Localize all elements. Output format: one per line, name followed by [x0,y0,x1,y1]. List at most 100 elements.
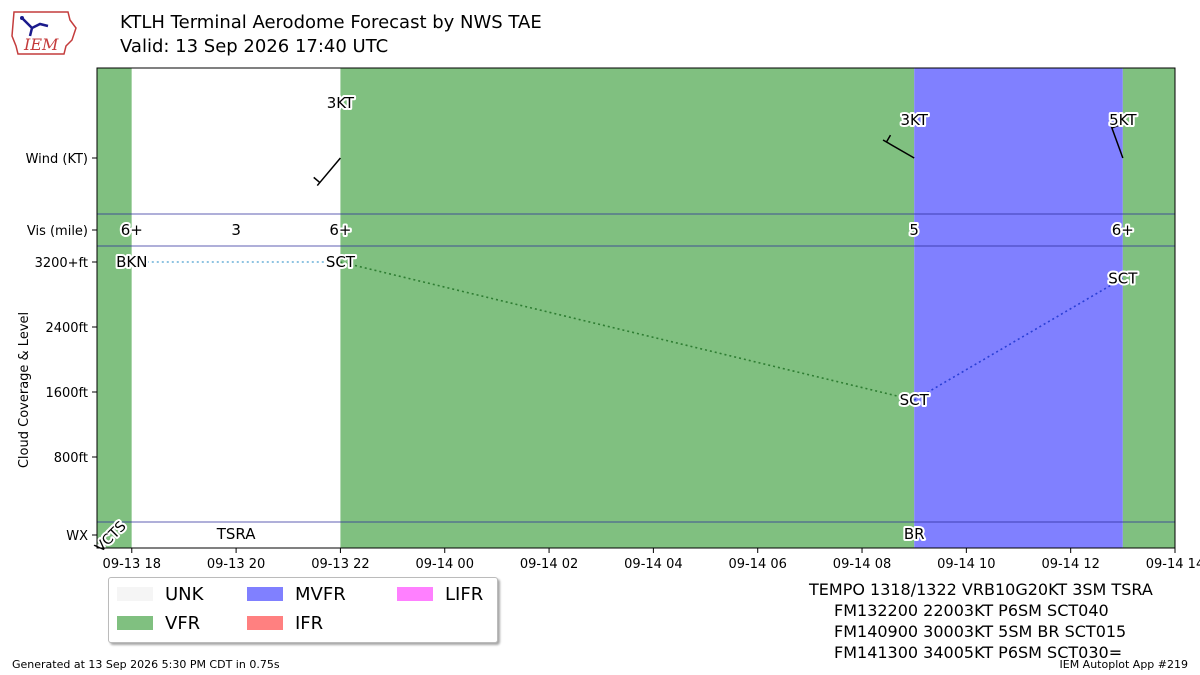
iem-logo: IEM [11,11,77,55]
svg-text:800ft: 800ft [54,451,88,466]
legend-label-unk: UNK [165,583,204,605]
svg-text:SCT: SCT [1108,269,1138,287]
plot-frame [96,67,1176,549]
svg-text:09-14 06: 09-14 06 [728,557,786,572]
cloud-tick: 3200+ft [35,256,97,271]
x-tick: 09-14 04 [624,548,683,572]
x-tick: 09-13 22 [311,548,370,572]
svg-text:BR: BR [904,525,925,543]
y-row-label-vis: Vis (mile) [27,224,97,239]
visibility-label: 55 [907,219,921,241]
y-axis-label: Cloud Coverage & Level [17,312,32,468]
legend-swatch-lifr [397,587,433,601]
svg-text:09-14 10: 09-14 10 [937,557,995,572]
svg-text:6+: 6+ [121,221,143,239]
chart-title: KTLH Terminal Aerodome Forecast by NWS T… [120,12,542,33]
svg-text:Wind (KT): Wind (KT) [26,152,88,167]
x-tick: 09-14 06 [728,548,787,572]
svg-text:3KT: 3KT [900,111,928,129]
category-band-vfr [340,68,915,548]
svg-text:BR: BR [904,525,925,543]
svg-text:Vis (mile): Vis (mile) [27,224,88,239]
svg-text:09-13 20: 09-13 20 [207,557,265,572]
svg-text:SCT: SCT [900,391,930,409]
x-tick: 09-13 20 [207,548,265,572]
taf-line-4: FM141300 34005KT P6SM SCT030= [834,643,1123,662]
svg-text:3KT: 3KT [327,94,355,112]
svg-text:SCT: SCT [900,391,930,409]
category-band-mvfr [914,68,1123,548]
svg-text:09-14 08: 09-14 08 [833,557,891,572]
legend-item-vfr: VFR [117,612,200,634]
x-tick: 09-14 00 [416,548,474,572]
svg-text:3KT: 3KT [900,111,928,129]
wind-barb [313,157,341,187]
y-row-label-wx: WX [66,529,97,544]
svg-text:IEM: IEM [23,35,59,54]
legend-label-mvfr: MVFR [295,583,346,605]
footer-generated: Generated at 13 Sep 2026 5:30 PM CDT in … [12,658,280,671]
visibility-label: 6+6+ [327,219,353,241]
svg-text:BKN: BKN [116,253,147,271]
legend-item-mvfr: MVFR [247,583,346,605]
svg-text:1600ft: 1600ft [45,386,88,401]
svg-text:SCT: SCT [326,253,356,271]
svg-text:3: 3 [231,221,241,239]
category-band-unk [131,68,341,548]
svg-text:3KT: 3KT [327,94,355,112]
svg-text:5KT: 5KT [1109,111,1137,129]
legend-item-ifr: IFR [247,612,323,634]
svg-text:TSRA: TSRA [216,525,256,543]
svg-text:09-14 00: 09-14 00 [416,557,474,572]
svg-text:09-14 14: 09-14 14 [1146,557,1200,572]
x-tick: 09-14 10 [937,548,996,572]
svg-text:09-13 22: 09-13 22 [311,557,369,572]
category-band-vfr [97,68,132,548]
svg-text:SCT: SCT [326,253,356,271]
cloud-connector-line [913,277,1124,401]
legend-label-ifr: IFR [295,612,324,634]
cloud-tick: 1600ft [45,386,97,401]
legend-item-unk: UNK [117,583,203,605]
svg-text:09-14 02: 09-14 02 [520,557,578,572]
svg-text:2400ft: 2400ft [45,321,88,336]
svg-text:5: 5 [909,221,919,239]
cloud-tick: 2400ft [45,321,97,336]
x-tick: 09-13 18 [103,548,161,572]
legend-item-lifr: LIFR [397,583,483,605]
category-band-vfr [1122,68,1175,548]
visibility-label: 6+6+ [1110,219,1136,241]
legend-label-vfr: VFR [165,612,201,634]
x-tick: 09-14 08 [833,548,891,572]
legend-swatch-mvfr [247,587,283,601]
svg-text:WX: WX [66,529,88,544]
legend-label-lifr: LIFR [445,583,484,605]
wind-barb [1109,123,1124,159]
x-tick: 09-14 12 [1041,548,1100,572]
legend-swatch-unk [117,587,153,601]
svg-text:6+: 6+ [329,221,351,239]
taf-line-3: FM140900 30003KT 5SM BR SCT015 [834,622,1127,641]
wind-barb [882,134,915,159]
taf-line-1: TEMPO 1318/1322 VRB10G20KT 3SM TSRA [809,580,1153,599]
y-row-label-wind: Wind (KT) [26,152,97,167]
svg-text:3200+ft: 3200+ft [35,256,88,271]
x-tick: 09-14 14 [1146,548,1200,572]
svg-text:09-14 04: 09-14 04 [624,557,682,572]
svg-text:TSRA: TSRA [216,525,256,543]
visibility-label: 6+6+ [119,219,145,241]
legend: UNK VFR MVFR IFR LIFR [108,577,498,643]
chart-subtitle: Valid: 13 Sep 2026 17:40 UTC [120,36,389,57]
legend-swatch-ifr [247,616,283,630]
svg-text:5: 5 [909,221,919,239]
svg-text:3: 3 [231,221,241,239]
